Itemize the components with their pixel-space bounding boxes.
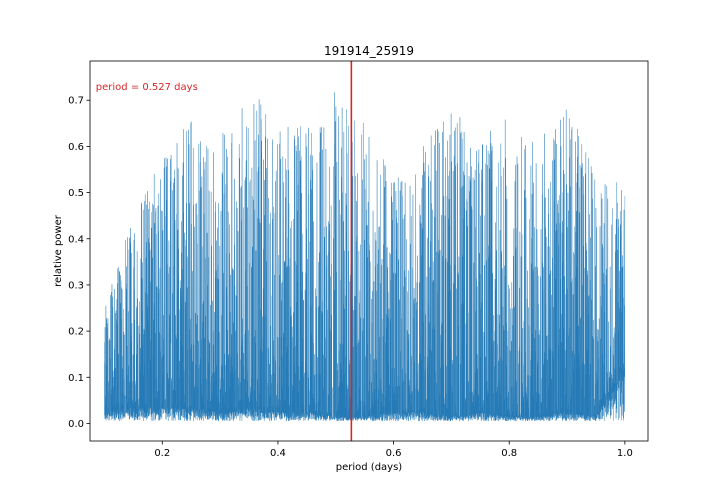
x-tick-label: 0.8: [501, 448, 517, 459]
plot-data-area: [104, 61, 626, 441]
x-tick-label: 0.4: [270, 448, 286, 459]
y-tick-label: 0.3: [68, 280, 84, 291]
y-tick-label: 0.4: [68, 234, 84, 245]
y-tick-label: 0.2: [68, 327, 84, 338]
y-tick-label: 0.1: [68, 373, 84, 384]
y-tick-label: 0.5: [68, 188, 84, 199]
x-tick-label: 0.2: [154, 448, 170, 459]
y-tick-label: 0.6: [68, 142, 84, 153]
y-axis: 0.0 0.1 0.2 0.3 0.4 0.5 0.6 0.7: [68, 96, 90, 430]
plot-frame: [89, 60, 649, 442]
x-axis: 0.2 0.4 0.6 0.8 1.0: [154, 441, 633, 459]
x-tick-label: 1.0: [617, 448, 633, 459]
chart-title: 191914_25919: [324, 44, 414, 58]
period-annotation: period = 0.527 days: [96, 82, 198, 93]
power-series-line: [104, 92, 626, 422]
x-tick-label: 0.6: [386, 448, 402, 459]
x-axis-label: period (days): [336, 462, 403, 473]
y-tick-label: 0.0: [68, 419, 84, 430]
y-tick-label: 0.7: [68, 96, 84, 107]
y-axis-label: relative power: [53, 214, 64, 287]
